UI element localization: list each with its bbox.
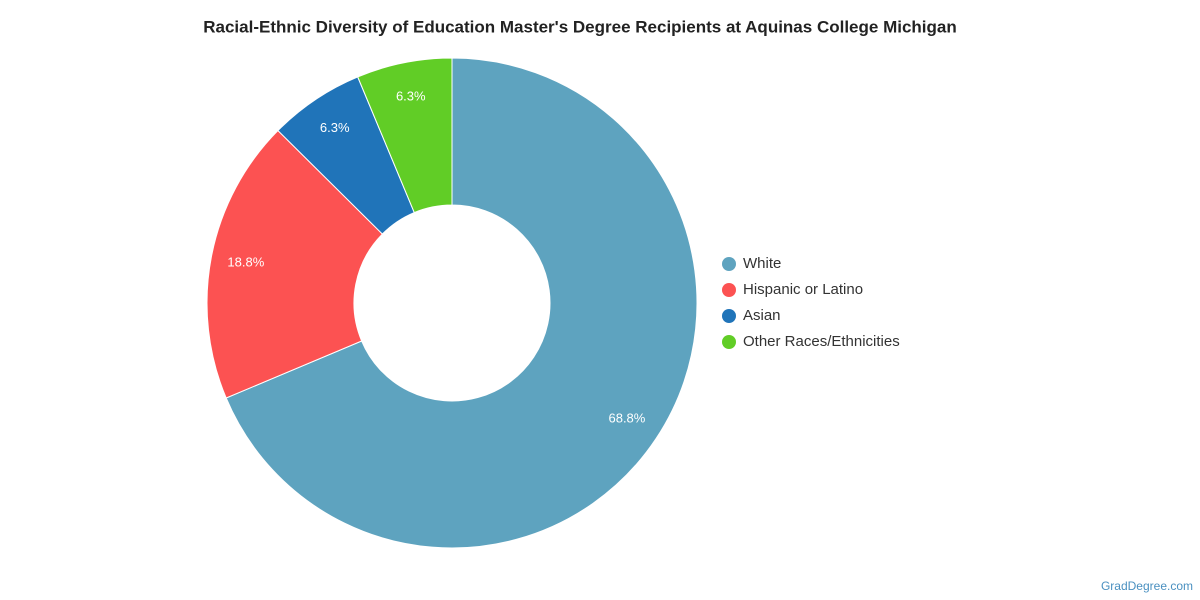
data-label: 6.3% — [396, 89, 426, 104]
slice — [225, 57, 698, 549]
slice — [357, 57, 453, 214]
legend-label: White — [743, 255, 781, 272]
legend-marker — [722, 335, 736, 349]
legend-label: Asian — [743, 307, 781, 324]
legend-marker — [722, 283, 736, 297]
data-label: 6.3% — [320, 120, 350, 135]
credit: GradDegree.com — [1101, 579, 1193, 593]
legend-marker — [722, 257, 736, 271]
slice — [206, 129, 384, 399]
chart-title: Racial-Ethnic Diversity of Education Mas… — [203, 17, 957, 36]
data-label: 68.8% — [608, 411, 645, 426]
legend-marker — [722, 309, 736, 323]
legend-label: Hispanic or Latino — [743, 281, 863, 298]
data-label: 18.8% — [227, 255, 264, 270]
legend-label: Other Races/Ethnicities — [743, 333, 900, 350]
